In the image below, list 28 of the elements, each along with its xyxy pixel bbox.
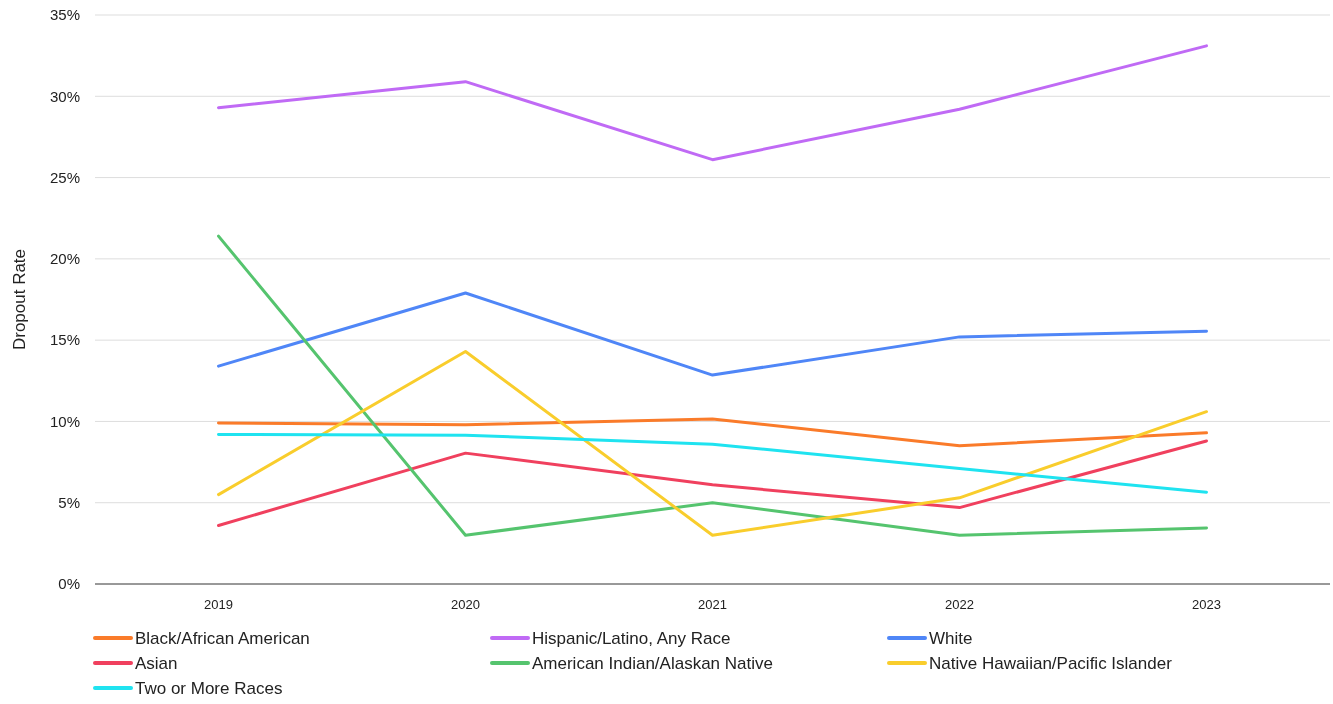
- legend-label: American Indian/Alaskan Native: [532, 653, 773, 673]
- y-tick-label: 10%: [49, 412, 80, 430]
- line-series: [217, 234, 1208, 537]
- legend-label: Two or More Races: [135, 678, 283, 698]
- y-tick-label: 0%: [58, 575, 80, 593]
- y-tick-label: 30%: [49, 87, 80, 105]
- line-series: [217, 432, 1208, 494]
- x-tick-label: 2020: [451, 597, 480, 612]
- y-tick-label: 25%: [49, 168, 80, 186]
- legend-label: Asian: [135, 653, 178, 673]
- line-series: [217, 291, 1208, 377]
- legend-label: Hispanic/Latino, Any Race: [532, 628, 731, 648]
- x-tick-label: 2022: [945, 597, 974, 612]
- y-tick-label: 20%: [49, 250, 80, 268]
- x-tick-label: 2023: [1192, 597, 1221, 612]
- x-tick-label: 2019: [204, 597, 233, 612]
- y-tick-label: 5%: [58, 493, 80, 511]
- y-tick-label: 15%: [49, 331, 80, 349]
- line-series: [217, 350, 1208, 537]
- y-axis-title: Dropout Rate: [10, 248, 29, 351]
- line-series: [217, 439, 1208, 527]
- x-tick-label: 2021: [698, 597, 727, 612]
- line-series: [217, 44, 1208, 162]
- legend-label: Black/African American: [135, 628, 310, 648]
- legend-label: Native Hawaiian/Pacific Islander: [929, 653, 1173, 673]
- y-tick-label: 35%: [49, 6, 80, 24]
- line-series: [217, 417, 1208, 448]
- legend-label: White: [929, 628, 973, 648]
